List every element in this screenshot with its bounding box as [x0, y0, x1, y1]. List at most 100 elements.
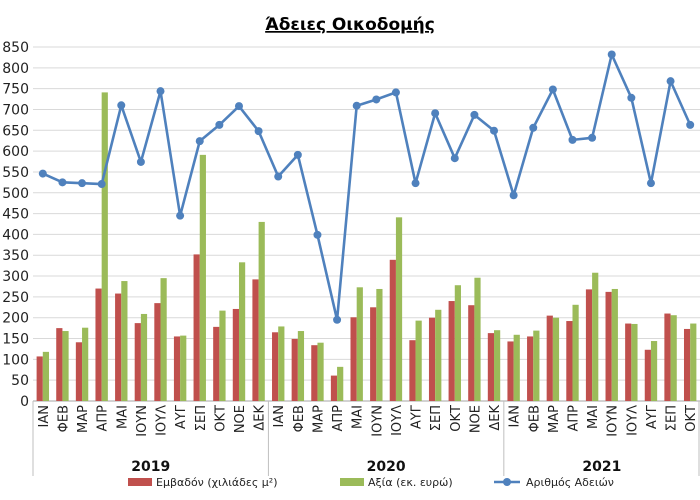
bar-embadon — [605, 291, 612, 401]
bar-axia — [297, 331, 305, 401]
y-tick-label: 550 — [2, 165, 29, 181]
line-point — [568, 135, 577, 144]
x-tick-label: ΑΠΡ — [331, 405, 346, 432]
bar-axia — [278, 326, 285, 401]
x-tick-label: ΙΟΥΝ — [606, 405, 621, 437]
y-tick-label: 300 — [2, 269, 29, 285]
x-tick-label: ΑΥΓ — [174, 404, 189, 429]
bar-axia — [317, 342, 324, 401]
year-label: 2019 — [131, 459, 170, 475]
bar-axia — [494, 330, 501, 401]
line-point — [352, 101, 361, 110]
legend-swatch-marker — [503, 478, 511, 486]
bar-axia — [631, 323, 638, 401]
x-tick-label: ΙΑΝ — [272, 405, 287, 427]
line-point — [117, 101, 126, 110]
bar-axia — [533, 330, 540, 401]
x-tick-label: ΟΚΤ — [449, 405, 464, 432]
legend-label-embadon: Εμβαδόν (χιλιάδες μ²) — [156, 476, 278, 489]
bar-embadon — [213, 326, 220, 401]
legend-label-axia: Αξία (εκ. ευρώ) — [368, 476, 453, 489]
bar-axia — [395, 217, 403, 401]
bar-embadon — [370, 307, 377, 401]
x-tick-label: ΣΕΠ — [194, 405, 209, 431]
bar-embadon — [272, 332, 279, 401]
bar-axia — [611, 288, 618, 401]
bar-embadon — [487, 333, 495, 401]
line-point — [195, 137, 204, 146]
y-tick-label: 350 — [2, 248, 29, 264]
line-point — [627, 93, 636, 102]
x-tick-label: ΣΕΠ — [665, 405, 680, 431]
line-point — [333, 315, 342, 324]
bar-axia — [572, 304, 579, 401]
bar-embadon — [95, 288, 102, 401]
line-point — [411, 179, 420, 188]
line-point — [646, 179, 655, 188]
line-point — [176, 211, 185, 220]
bar-embadon — [173, 336, 181, 401]
x-tick-label: ΟΚΤ — [213, 405, 228, 432]
bar-axia — [376, 288, 383, 401]
x-tick-label: ΑΥΓ — [645, 404, 660, 429]
y-axis: 0 50 100 150 200 250 300 350 400 450 500 550 600 650 7… — [2, 40, 29, 410]
bar-axia — [180, 335, 187, 401]
y-tick-label: 400 — [2, 227, 29, 243]
line-point — [78, 179, 87, 188]
x-tick-label: ΔΕΚ — [253, 405, 268, 431]
line-point — [58, 178, 67, 187]
bar-axia — [82, 327, 89, 401]
bar-axia — [474, 277, 481, 401]
bar-embadon — [664, 313, 671, 401]
bar-axia — [121, 281, 128, 401]
x-tick-label: ΦΕΒ — [527, 405, 542, 432]
bar-embadon — [291, 338, 298, 401]
x-tick-label: ΔΕΚ — [488, 405, 503, 431]
bars — [36, 92, 697, 401]
bar-embadon — [311, 345, 318, 401]
x-tick-label: ΙΟΥΛ — [390, 405, 405, 436]
bar-axia — [513, 334, 520, 401]
legend-swatch-axia — [340, 478, 364, 486]
bar-embadon — [625, 323, 632, 401]
legend-label-arithmos: Αριθμός Αδειών — [526, 476, 614, 489]
line-arithmos — [42, 53, 692, 322]
bar-axia — [238, 262, 246, 401]
line-point — [509, 191, 518, 200]
bar-axia — [356, 287, 363, 401]
x-tick-label: ΦΕΒ — [292, 405, 307, 432]
year-label: 2021 — [582, 459, 621, 475]
legend-swatch-embadon — [128, 478, 152, 486]
bar-axia — [415, 320, 422, 401]
line-point — [234, 102, 243, 111]
bar-axia — [552, 317, 560, 401]
y-tick-label: 600 — [2, 144, 29, 160]
bar-embadon — [585, 289, 593, 401]
bar-axia — [258, 221, 265, 401]
y-tick-label: 250 — [2, 290, 29, 306]
bar-embadon — [252, 279, 259, 401]
bar-axia — [42, 351, 50, 401]
bar-embadon — [56, 328, 63, 401]
line-series — [38, 50, 695, 324]
line-point — [156, 87, 165, 96]
line-point — [136, 157, 145, 166]
bar-embadon — [448, 301, 455, 401]
y-tick-label: 150 — [2, 332, 29, 348]
bar-axia — [199, 154, 206, 401]
bar-embadon — [566, 321, 573, 401]
bar-embadon — [115, 293, 122, 401]
bar-embadon — [134, 323, 141, 401]
bar-axia — [592, 272, 599, 401]
line-point — [215, 120, 224, 129]
line-point — [607, 50, 616, 59]
line-point — [274, 172, 283, 181]
bar-axia — [670, 315, 677, 401]
x-tick-label: ΑΥΓ — [410, 404, 425, 429]
line-point — [97, 180, 106, 189]
bar-embadon — [75, 342, 83, 401]
y-tick-label: 850 — [2, 40, 29, 56]
line-point — [293, 150, 302, 159]
bar-embadon — [350, 317, 357, 401]
year-label: 2020 — [367, 459, 406, 475]
